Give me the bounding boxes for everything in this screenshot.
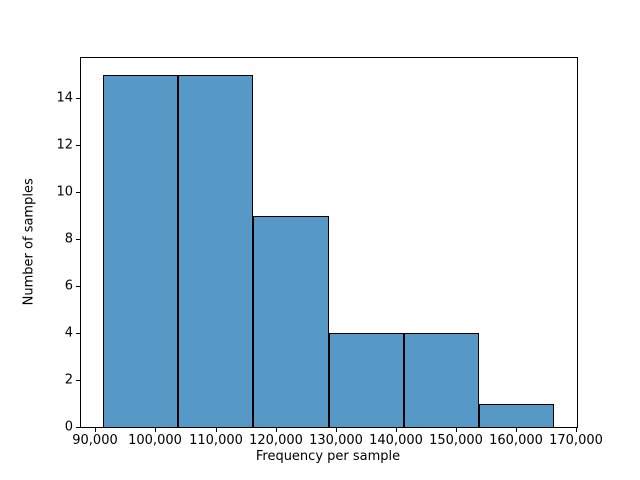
y-tick-mark	[76, 98, 80, 99]
y-tick-label: 6	[64, 278, 73, 294]
x-axis-label: Frequency per sample	[255, 449, 401, 464]
histogram-bar	[479, 404, 554, 428]
y-axis-label-wrap: Number of samples	[15, 57, 45, 427]
x-tick-label: 120,000	[249, 433, 303, 448]
x-tick-label: 100,000	[128, 433, 182, 448]
x-tick-label: 140,000	[369, 433, 423, 448]
x-tick-label: 160,000	[489, 433, 543, 448]
x-tick-label: 90,000	[72, 433, 118, 448]
x-tick-mark	[95, 428, 96, 432]
x-tick-mark	[155, 428, 156, 432]
y-tick-label: 14	[56, 90, 73, 106]
histogram-bar	[253, 216, 329, 428]
x-tick-mark	[276, 428, 277, 432]
y-tick-mark	[76, 192, 80, 193]
x-tick-mark	[216, 428, 217, 432]
histogram-bar	[329, 333, 404, 428]
x-tick-mark	[456, 428, 457, 432]
y-tick-mark	[76, 427, 80, 428]
y-tick-label: 12	[56, 137, 73, 153]
histogram-bar	[404, 333, 479, 428]
y-tick-mark	[76, 145, 80, 146]
y-tick-mark	[76, 239, 80, 240]
x-tick-mark	[396, 428, 397, 432]
x-tick-label: 130,000	[309, 433, 363, 448]
x-tick-label: 170,000	[549, 433, 603, 448]
x-tick-mark	[576, 428, 577, 432]
y-tick-mark	[76, 333, 80, 334]
histogram-bar	[103, 75, 178, 428]
x-tick-mark	[516, 428, 517, 432]
x-tick-label: 150,000	[429, 433, 483, 448]
y-tick-label: 10	[56, 184, 73, 200]
y-tick-mark	[76, 380, 80, 381]
y-tick-label: 2	[64, 372, 73, 388]
y-tick-label: 8	[64, 231, 73, 247]
y-axis-label: Number of samples	[22, 178, 38, 306]
x-tick-mark	[336, 428, 337, 432]
y-tick-label: 0	[64, 419, 73, 435]
y-tick-label: 4	[64, 325, 73, 341]
y-tick-mark	[76, 286, 80, 287]
x-tick-label: 110,000	[189, 433, 243, 448]
histogram-bar	[178, 75, 253, 428]
